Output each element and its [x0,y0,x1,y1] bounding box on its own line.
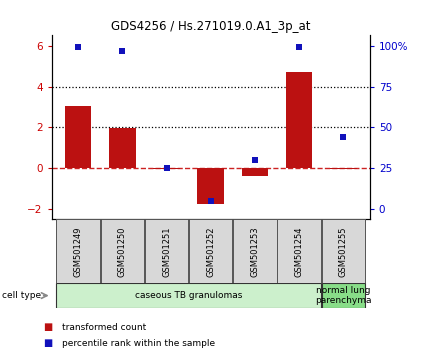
Text: GSM501250: GSM501250 [118,226,127,276]
Bar [242,169,268,176]
Title: GDS4256 / Hs.271019.0.A1_3p_at: GDS4256 / Hs.271019.0.A1_3p_at [111,20,310,33]
FancyBboxPatch shape [322,219,365,283]
Text: transformed count: transformed count [62,323,147,332]
Text: normal lung
parenchyma: normal lung parenchyma [315,286,372,305]
Bar [65,106,92,169]
Text: percentile rank within the sample: percentile rank within the sample [62,339,215,348]
FancyBboxPatch shape [233,219,276,283]
Text: GSM501252: GSM501252 [206,226,215,276]
FancyBboxPatch shape [189,219,232,283]
Text: ■: ■ [43,338,52,348]
Text: GSM501249: GSM501249 [74,226,83,276]
Bar [109,129,135,169]
FancyBboxPatch shape [145,219,188,283]
FancyBboxPatch shape [322,283,365,308]
FancyBboxPatch shape [101,219,144,283]
Text: GSM501253: GSM501253 [250,226,259,277]
Text: GSM501255: GSM501255 [339,226,348,276]
Text: cell type: cell type [2,291,41,300]
Text: caseous TB granulomas: caseous TB granulomas [135,291,242,300]
Text: ■: ■ [43,322,52,332]
Text: GSM501251: GSM501251 [162,226,171,276]
Text: GSM501254: GSM501254 [295,226,304,276]
FancyBboxPatch shape [277,219,321,283]
Bar [197,169,224,204]
FancyBboxPatch shape [56,283,321,308]
Bar [286,72,312,169]
FancyBboxPatch shape [56,219,100,283]
